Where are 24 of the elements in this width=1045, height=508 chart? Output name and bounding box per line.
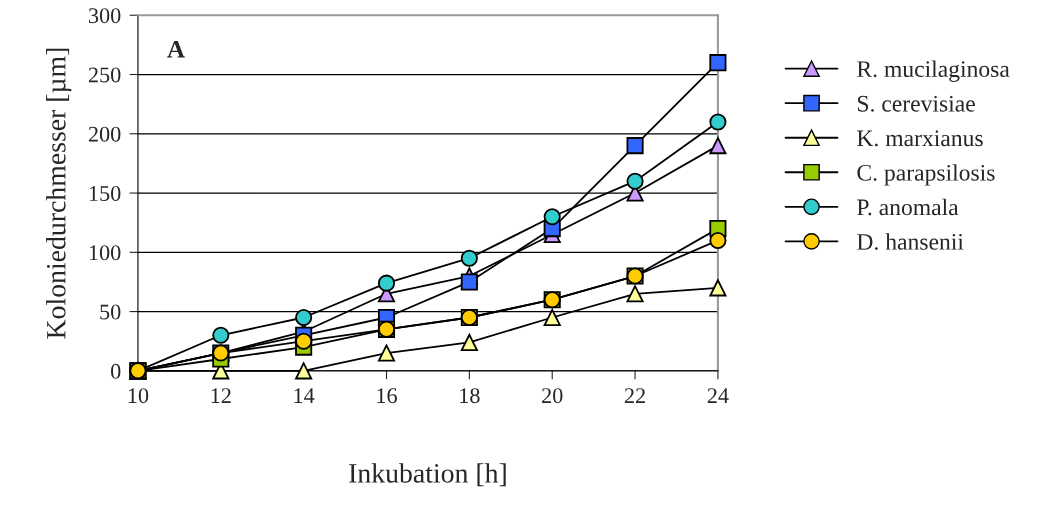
legend-label: S. cerevisiae: [857, 95, 975, 112]
legend-label: P. anomala: [857, 198, 959, 216]
x-tick-label: 24: [707, 388, 729, 403]
y-tick-label: 300: [89, 8, 121, 24]
legend-label: C. parapsilosis: [857, 164, 995, 186]
y-tick-label: 200: [88, 126, 121, 142]
x-tick-label: 14: [294, 388, 315, 403]
y-tick-label: 100: [89, 245, 121, 261]
x-tick-label: 18: [460, 388, 480, 404]
x-tick-label: 12: [211, 388, 231, 403]
legend-label: K. marxianus: [857, 130, 983, 147]
y-tick-label: 50: [100, 304, 121, 320]
y-tick-label: 150: [89, 185, 121, 201]
x-tick-label: 16: [377, 388, 397, 404]
y-axis-title: Koloniedurchmesser [µm]: [46, 48, 72, 339]
legend-label: R. mucilaginosa: [857, 60, 1010, 82]
legend-label: D. hansenii: [857, 233, 964, 250]
x-axis-title: Inkubation [h]: [349, 463, 506, 487]
y-tick-label: 250: [88, 67, 121, 83]
y-tick-label: 0: [111, 363, 121, 379]
annotation: A: [167, 40, 185, 58]
x-tick-label: 10: [128, 388, 149, 404]
x-tick-label: 20: [542, 388, 563, 404]
x-tick-label: 22: [624, 388, 645, 403]
